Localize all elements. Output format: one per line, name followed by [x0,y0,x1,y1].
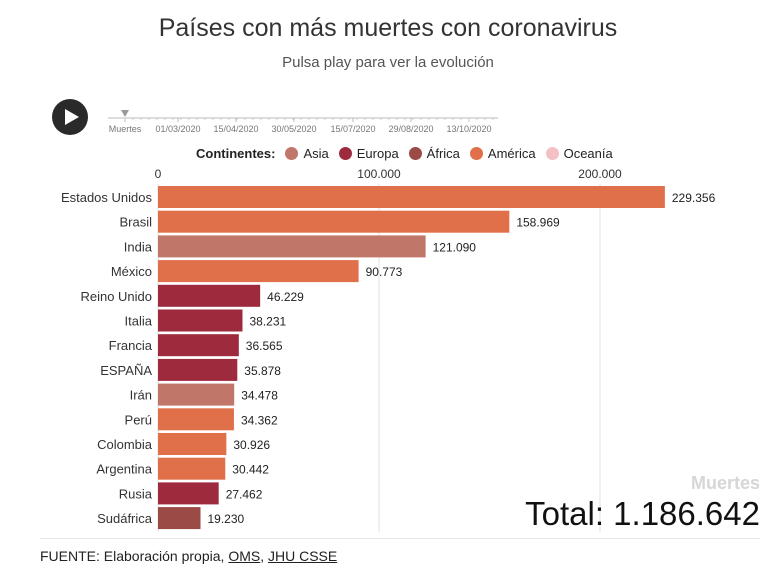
bar[interactable] [158,235,426,258]
value-label: 30.926 [233,438,270,452]
x-tick-label: 100.000 [357,167,401,181]
total-deaths: Total: 1.186.642 [525,495,760,532]
category-label: México [111,264,152,279]
timeline-label: Muertes [109,124,142,134]
timeline-date: 13/10/2020 [446,124,491,134]
legend-item[interactable]: África [408,145,460,161]
value-label: 121.090 [433,240,477,254]
category-label: Perú [125,412,152,427]
value-label: 27.462 [226,487,263,501]
category-label: India [124,239,153,254]
category-label: Argentina [96,462,152,477]
bar[interactable] [158,260,359,283]
category-label: Estados Unidos [61,190,153,205]
category-label: Irán [130,388,152,403]
legend-label: África [426,145,460,161]
source-prefix: FUENTE: Elaboración propia, [40,548,229,564]
bar[interactable] [158,408,234,431]
value-label: 34.362 [241,413,278,427]
category-label: Francia [109,338,153,353]
chart-title: Países con más muertes con coronavirus [158,14,618,42]
bar[interactable] [158,507,201,530]
bar-chart: 0 100.000 200.000 Estados Unidos 229.356 Bras… [61,167,716,532]
source-link-jhu[interactable]: JHU CSSE [267,548,338,564]
bar[interactable] [158,383,235,406]
value-label: 30.442 [232,463,269,477]
chart-subtitle: Pulsa play para ver la evolución [282,54,494,71]
timeline-slider[interactable]: Muertes 01/03/2020 15/04/2020 30/05/2020 15/… [108,102,508,142]
timeline-date: 30/05/2020 [271,124,316,134]
value-label: 35.878 [244,364,281,378]
legend-swatch [469,146,483,160]
value-label: 34.478 [241,389,278,403]
category-label: Rusia [119,486,153,501]
legend-label: América [487,145,536,161]
value-label: 158.969 [516,216,560,230]
value-label: 19.230 [207,512,244,526]
value-label: 36.565 [246,339,283,353]
value-label: 46.229 [267,290,304,304]
x-tick-label: 0 [155,167,162,181]
source-separator: , [260,548,268,564]
timeline-date: 15/07/2020 [330,124,375,134]
bar[interactable] [158,358,238,381]
source-link-oms[interactable]: OMS [228,548,261,564]
category-label: Italia [125,314,153,329]
timeline-date: 01/03/2020 [155,124,200,134]
legend-item[interactable]: América [469,145,536,161]
value-label: 90.773 [366,265,403,279]
legend-item[interactable]: Asia [285,145,329,161]
bar[interactable] [158,210,510,233]
divider [40,538,760,539]
category-label: Colombia [97,437,153,452]
timeline-date: 15/04/2020 [213,124,258,134]
counter-label: Muertes [690,473,760,493]
legend-swatch [545,146,559,160]
legend-item[interactable]: Oceanía [545,145,613,161]
legend-label: Oceanía [563,145,613,161]
value-label: 38.231 [249,315,286,329]
legend-swatch [338,146,352,160]
play-button[interactable] [52,99,88,135]
category-label: ESPAÑA [100,363,152,378]
legend-swatch [408,146,422,160]
bar[interactable] [158,284,261,307]
bar[interactable] [158,482,219,505]
legend-item[interactable]: Europa [338,145,399,161]
source-note: FUENTE: Elaboración propia, OMS, JHU CSS… [40,548,337,564]
legend-label: Asia [303,145,329,161]
bar[interactable] [158,309,243,332]
legend-swatch [285,146,299,160]
continent-legend: Continentes: Asia Europa África América Ocea… [196,143,623,163]
category-label: Sudáfrica [97,511,153,526]
value-label: 229.356 [672,191,716,205]
bar[interactable] [158,457,226,480]
bar[interactable] [158,334,239,357]
bar[interactable] [158,186,665,208]
category-label: Reino Unido [80,289,152,304]
bar[interactable] [158,433,227,455]
x-tick-label: 200.000 [578,167,622,181]
timeline-handle[interactable] [121,110,129,117]
category-label: Brasil [119,215,152,230]
legend-label: Europa [356,145,399,161]
play-icon [65,109,79,125]
legend-title: Continentes: [196,145,276,161]
timeline-date: 29/08/2020 [388,124,433,134]
